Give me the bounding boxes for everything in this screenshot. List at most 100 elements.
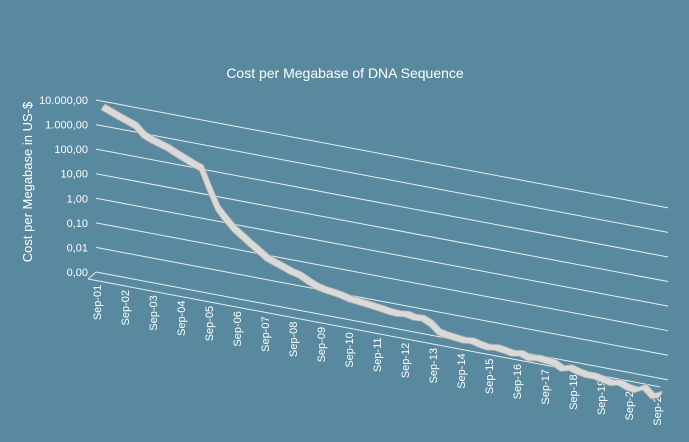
x-tick-label: Sep-18 — [568, 374, 580, 409]
data-point — [233, 228, 235, 230]
y-tick-labels: 0,00 0,01 0,10 1,00 10,00 100,00 1.000,00 10.00… — [39, 95, 88, 279]
data-point — [168, 147, 170, 149]
data-point — [496, 346, 498, 349]
x-tick-label: Sep-15 — [484, 359, 496, 394]
data-point — [594, 375, 596, 377]
data-point — [627, 386, 629, 388]
series-ribbon — [100, 103, 664, 400]
data-point — [373, 305, 375, 307]
data-point — [135, 124, 137, 127]
data-point — [512, 352, 514, 354]
gridline — [95, 246, 669, 356]
data-point — [209, 188, 211, 190]
data-point — [463, 339, 465, 341]
data-point — [241, 235, 244, 237]
data-point — [274, 261, 276, 264]
x-tick-label: Sep-16 — [512, 364, 524, 399]
gridline — [95, 148, 669, 258]
data-point — [291, 270, 293, 273]
data-point — [340, 294, 342, 296]
data-point — [159, 143, 162, 145]
data-point — [397, 312, 400, 315]
gridline — [95, 99, 669, 209]
y-axis-label: Cost per Megabase in US-$ — [20, 101, 35, 262]
data-point — [561, 367, 564, 370]
x-tick-label: Sep-21 — [652, 390, 664, 425]
data-point — [660, 393, 662, 396]
data-point — [250, 242, 252, 245]
x-tick-label: Sep-06 — [232, 311, 244, 346]
data-point — [537, 357, 539, 359]
data-point — [151, 139, 153, 141]
data-point — [529, 357, 531, 359]
data-point — [430, 322, 432, 325]
x-tick-label: Sep-02 — [120, 290, 132, 325]
data-point — [332, 291, 334, 293]
y-tick-label: 100,00 — [54, 144, 88, 156]
x-tick-label: Sep-19 — [596, 380, 608, 415]
data-point — [438, 331, 441, 333]
y-tick-label: 10,00 — [60, 169, 88, 181]
data-point — [356, 300, 358, 302]
x-tick-label: Sep-03 — [148, 295, 160, 330]
data-point — [192, 162, 194, 165]
x-tick-label: Sep-11 — [372, 337, 384, 372]
x-tick-label: Sep-07 — [260, 316, 272, 351]
data-point — [488, 346, 490, 348]
x-tick-label: Sep-14 — [456, 353, 468, 388]
data-point — [520, 352, 523, 354]
data-point — [643, 386, 646, 388]
series-layer — [100, 103, 664, 400]
data-point — [127, 120, 129, 122]
data-point — [586, 373, 588, 376]
data-point — [299, 274, 301, 276]
gridline — [95, 124, 669, 233]
gridline — [95, 173, 669, 283]
data-point — [266, 257, 268, 259]
x-tick-label: Sep-01 — [92, 285, 104, 320]
gridline — [95, 197, 669, 307]
x-tick-labels: Sep-01 Sep-02 Sep-03 Sep-04 Sep-05 Sep-06 Sep-… — [92, 285, 664, 426]
x-tick-label: Sep-10 — [344, 332, 356, 367]
y-tick-label: 1,00 — [67, 193, 88, 205]
gridline — [95, 222, 669, 332]
data-point — [225, 218, 227, 220]
data-point — [545, 359, 547, 361]
data-point — [143, 134, 145, 136]
data-point — [455, 337, 457, 339]
data-point — [118, 115, 121, 118]
data-point — [315, 285, 317, 287]
data-point — [553, 362, 555, 364]
data-point — [217, 207, 219, 209]
data-point — [364, 302, 367, 305]
x-tick-label: Sep-08 — [288, 322, 300, 357]
x-tick-label: Sep-12 — [400, 343, 412, 378]
y-tick-label: 0,01 — [67, 242, 88, 254]
x-tick-label: Sep-20 — [624, 385, 636, 420]
data-point — [282, 266, 285, 268]
data-point — [619, 381, 621, 384]
data-point — [447, 334, 449, 336]
data-point — [176, 152, 178, 155]
x-tick-label: Sep-04 — [176, 301, 188, 336]
x-tick-label: Sep-09 — [316, 327, 328, 362]
data-point — [414, 316, 416, 318]
x-tick-label: Sep-17 — [540, 369, 552, 404]
data-point — [200, 167, 203, 169]
data-point — [348, 297, 350, 300]
data-point — [258, 249, 260, 252]
data-point — [102, 106, 104, 108]
data-point — [110, 111, 112, 113]
y-tick-label: 1.000,00 — [45, 120, 88, 132]
data-point — [635, 389, 637, 391]
data-point — [406, 313, 408, 315]
y-tick-label: 10.000,00 — [39, 95, 88, 107]
data-point — [504, 349, 506, 351]
data-point — [611, 382, 613, 384]
floor-edge-left — [87, 271, 97, 280]
data-point — [471, 340, 473, 342]
data-point — [652, 395, 654, 397]
data-point — [307, 279, 309, 282]
gridline — [95, 271, 669, 381]
data-point — [578, 371, 580, 373]
